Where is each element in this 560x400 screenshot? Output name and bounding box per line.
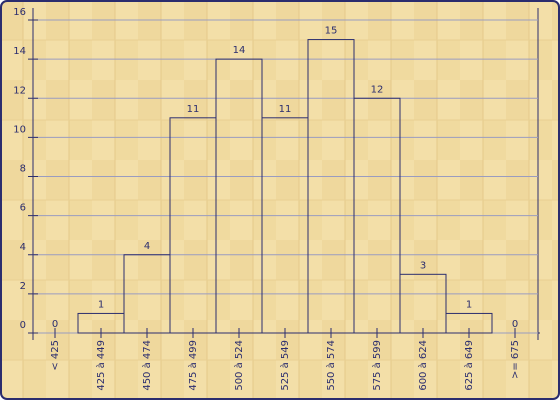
x-tick-label: 600 à 624 [417, 340, 429, 391]
x-tick-label: 625 à 649 [463, 340, 475, 391]
value-label: 0 [52, 319, 58, 330]
x-tick-label: 550 à 574 [325, 340, 337, 391]
value-label: 11 [279, 104, 292, 115]
bar [399, 273, 447, 334]
x-tick-label: 475 à 499 [187, 340, 199, 391]
bar [445, 312, 493, 334]
bar [353, 97, 401, 334]
value-label: 0 [512, 319, 518, 330]
value-label: 12 [371, 84, 384, 95]
y-tick-label: 14 [13, 46, 26, 57]
y-tick-label: 0 [20, 320, 26, 331]
y-tick-label: 2 [20, 281, 26, 292]
value-label: 14 [233, 45, 246, 56]
x-tick-label: 450 à 474 [141, 340, 153, 391]
value-label: 3 [420, 260, 426, 271]
value-label: 15 [325, 26, 338, 37]
value-label: 11 [187, 104, 200, 115]
y-tick-label: 4 [20, 242, 26, 253]
x-tick-label: < 425 [50, 340, 61, 371]
value-label: 4 [144, 241, 150, 252]
y-tick-label: 16 [13, 7, 26, 18]
x-tick-label: 500 à 524 [233, 340, 245, 391]
x-tick-label: 425 à 449 [95, 340, 107, 391]
x-tick-label: 575 à 599 [371, 340, 383, 391]
y-tick-label: 6 [20, 203, 26, 214]
y-tick-label: 12 [13, 85, 26, 96]
value-label: 1 [98, 299, 104, 310]
y-tick-label: 8 [20, 164, 26, 175]
y-tick-label: 10 [13, 124, 26, 135]
value-label: 1 [466, 299, 472, 310]
x-tick-label: >= 675 [510, 340, 521, 379]
x-tick-label: 525 à 549 [279, 340, 291, 391]
